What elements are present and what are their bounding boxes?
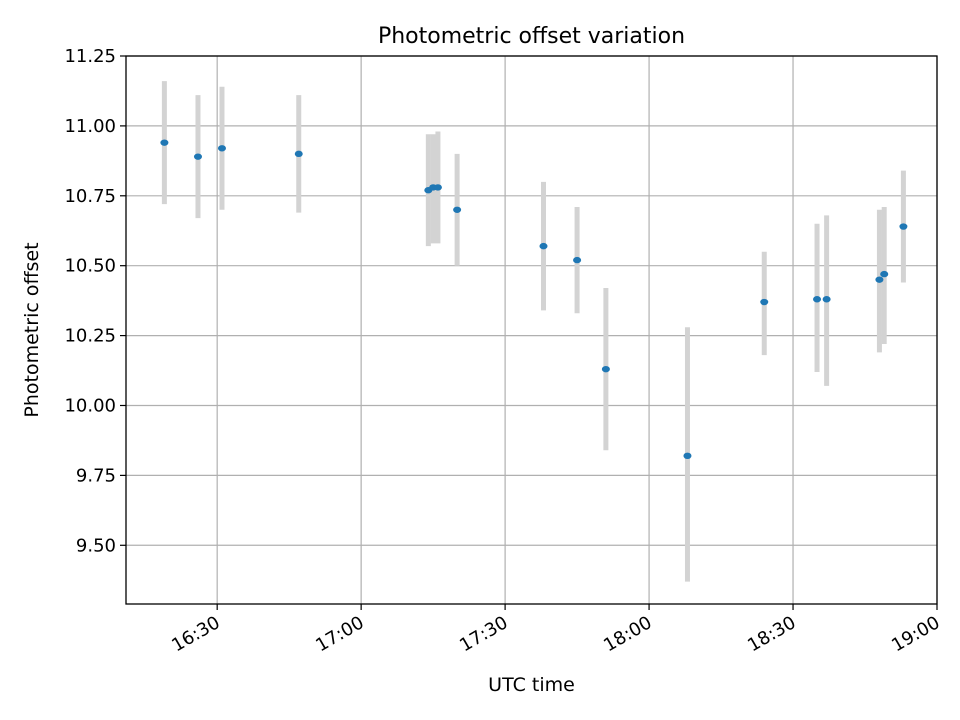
y-tick-label: 11.00 [64,116,116,137]
data-point [294,150,303,158]
y-tick-label: 11.25 [64,46,116,67]
data-points [160,139,908,460]
y-tick-label: 9.50 [76,535,116,556]
y-tick-label: 10.00 [64,395,116,416]
y-tick-label: 10.50 [64,256,116,277]
data-point [601,365,610,373]
x-axis-label: UTC time [488,674,575,696]
data-point [822,296,831,303]
data-point [433,184,442,191]
data-point [683,452,692,460]
y-tick-label: 10.75 [64,186,116,207]
data-point [899,223,908,230]
axes [125,55,938,605]
data-point [539,242,548,250]
y-tick-label: 10.25 [64,326,116,347]
y-axis-label: Photometric offset [21,242,43,417]
chart-title: Photometric offset variation [378,24,685,49]
data-point [813,296,822,303]
data-point [160,139,169,146]
data-point [875,276,884,283]
data-point [193,153,202,160]
y-tick-label: 9.75 [76,465,116,486]
plot-frame [125,55,938,605]
data-point [573,256,582,264]
data-point [880,270,889,278]
data-point [453,206,462,213]
data-point [760,298,769,306]
data-point [217,145,226,152]
